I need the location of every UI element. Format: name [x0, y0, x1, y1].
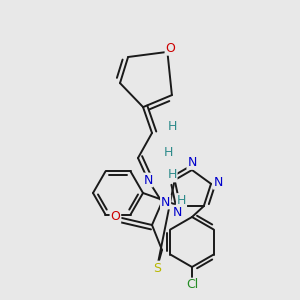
Text: H: H — [167, 121, 177, 134]
Text: N: N — [187, 156, 197, 169]
Text: H: H — [167, 169, 177, 182]
Text: N: N — [161, 196, 170, 208]
Text: S: S — [153, 262, 161, 275]
Text: Cl: Cl — [186, 278, 198, 292]
Text: O: O — [110, 210, 120, 223]
Text: O: O — [166, 42, 175, 55]
Text: H: H — [177, 194, 186, 207]
Text: N: N — [143, 173, 153, 187]
Text: H: H — [163, 146, 173, 158]
Text: N: N — [173, 206, 182, 219]
Text: N: N — [214, 176, 223, 189]
